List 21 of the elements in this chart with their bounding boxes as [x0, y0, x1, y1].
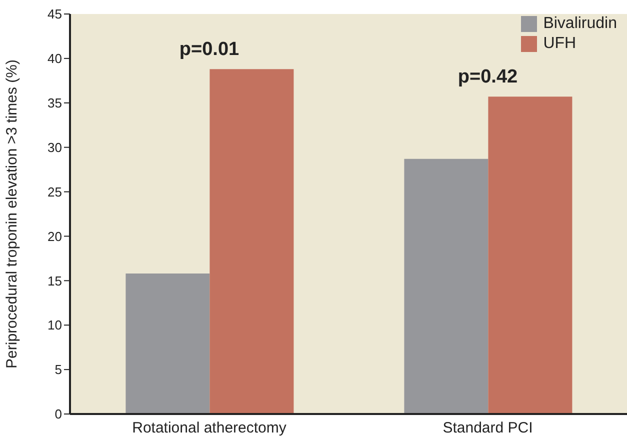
y-tick-label: 10 [48, 318, 62, 333]
y-tick-label: 25 [48, 184, 62, 200]
legend-label: Bivalirudin [543, 14, 617, 34]
y-tick-label: 45 [48, 6, 62, 22]
y-tick-label: 0 [54, 406, 62, 422]
legend-label: UFH [543, 34, 576, 54]
y-tick-label: 30 [48, 140, 62, 155]
bar [488, 96, 572, 414]
y-tick-label: 35 [48, 96, 62, 111]
y-axis-title: Periprocedural troponin elevation >3 times (%) [3, 60, 20, 368]
y-tick-label: 5 [54, 362, 62, 378]
bar [126, 274, 210, 414]
annotation: p=0.42 [458, 66, 518, 88]
x-tick-label: Rotational atherectomy [132, 420, 287, 437]
y-tick-label: 20 [48, 228, 62, 244]
x-tick-label: Standard PCI [442, 420, 533, 437]
y-tick-label: 15 [48, 273, 62, 288]
annotation: p=0.01 [179, 39, 240, 60]
bar [404, 158, 488, 414]
bar [210, 69, 294, 414]
y-tick-label: 40 [48, 51, 62, 66]
